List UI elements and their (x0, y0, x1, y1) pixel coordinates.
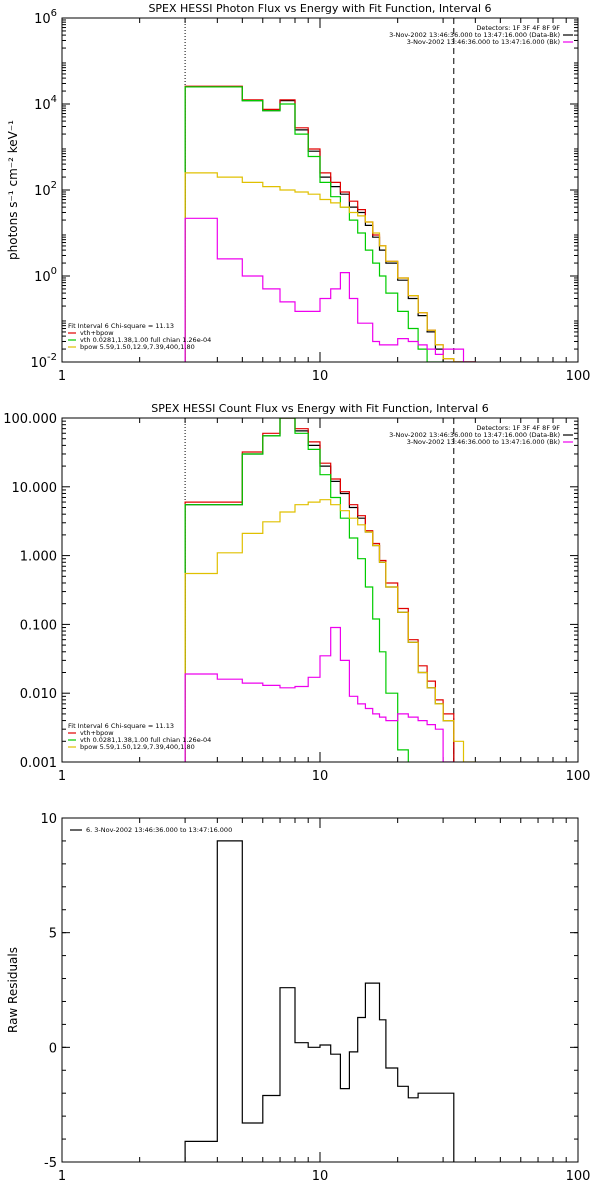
legend-entry: vth+bpow (80, 329, 114, 337)
x-tick-label: 1 (58, 769, 66, 784)
series-group (184, 85, 476, 362)
plot-frame (61, 17, 579, 363)
x-tick-label: 100 (566, 769, 591, 784)
legend-entry: Fit Interval 6 Chi-square = 11.13 (68, 722, 174, 730)
series-group (184, 840, 455, 1162)
y-tick-label: 5 (49, 927, 57, 942)
x-tick-label: 10 (312, 769, 329, 784)
y-tick-label: 100 (34, 266, 57, 285)
info-line: 3-Nov-2002 13:46:36.000 to 13:47:16.000 … (389, 431, 560, 439)
x-tick-label: 10 (312, 1169, 329, 1184)
chart-title: SPEX HESSI Photon Flux vs Energy with Fi… (148, 2, 491, 15)
y-tick-label: 0.100 (20, 618, 57, 633)
y-tick-label: 10-2 (30, 352, 57, 371)
info-line: 3-Nov-2002 13:46:36.000 to 13:47:16.000 … (407, 38, 560, 46)
series-vth-line (184, 86, 444, 362)
legend-entry: vth+bpow (80, 729, 114, 737)
y-tick-label: 10.000 (12, 481, 58, 496)
legend-entry: vth 0.0281,1.38,1.00 full chian 1.26e-04 (80, 736, 211, 744)
x-tick-label: 100 (566, 369, 591, 384)
chart-title: SPEX HESSI Count Flux vs Energy with Fit… (151, 402, 488, 415)
series-data-line (184, 86, 476, 362)
plot-frame (61, 817, 579, 1163)
y-axis-label: Raw Residuals (6, 947, 20, 1033)
info-line: Detectors: 1F 3F 4F 8F 9F (476, 24, 560, 32)
y-tick-label: 104 (34, 94, 57, 113)
minor-ticks (62, 418, 578, 762)
legend-entry: bpow 5.59,1.50,12.9,7.39,400,1.80 (80, 743, 195, 751)
series-data-line (184, 840, 455, 1162)
panel-2: SPEX HESSI Count Flux vs Energy with Fit… (3, 402, 590, 784)
x-tick-label: 100 (566, 1169, 591, 1184)
y-tick-label: 106 (34, 8, 57, 27)
x-tick-label: 10 (312, 369, 329, 384)
series-bk-line (184, 217, 476, 362)
y-tick-label: 100.000 (3, 412, 57, 427)
y-tick-label: 0.010 (20, 687, 57, 702)
y-tick-label: 0 (49, 1041, 57, 1056)
series-total-line (184, 85, 476, 362)
y-tick-label: 0.001 (20, 756, 57, 771)
y-axis-label: photons s⁻¹ cm⁻² keV⁻¹ (6, 120, 20, 260)
panel-3: Raw Residuals 1 10 100 -5 0 5 10 6. 3-Nov-2002 1… (6, 812, 590, 1184)
series-bpow-line (184, 172, 476, 362)
series-group (184, 418, 476, 762)
minor-ticks (62, 817, 578, 1163)
panel-1: SPEX HESSI Photon Flux vs Energy with Fi… (6, 2, 590, 384)
minor-ticks (62, 18, 578, 362)
x-tick-label: 1 (58, 1169, 66, 1184)
x-tick-label: 1 (58, 369, 66, 384)
legend-entry: 6. 3-Nov-2002 13:46:36.000 to 13:47:16.0… (86, 826, 232, 834)
series-bpow-line (184, 499, 476, 762)
y-tick-label: 102 (34, 180, 57, 199)
legend-entry: vth 0.0281,1.38,1.00 full chian 1.26e-04 (80, 336, 211, 344)
legend-entry: Fit Interval 6 Chi-square = 11.13 (68, 322, 174, 330)
series-vth-line (184, 418, 409, 762)
info-line: 3-Nov-2002 13:46:36.000 to 13:47:16.000 … (407, 438, 560, 446)
info-line: 3-Nov-2002 13:46:36.000 to 13:47:16.000 … (389, 31, 560, 39)
legend-entry: bpow 5.59,1.50,12.9,7.39,400,1.80 (80, 343, 195, 351)
plot-frame (61, 417, 579, 763)
series-bk-line (184, 626, 455, 762)
info-line: Detectors: 1F 3F 4F 8F 9F (476, 424, 560, 432)
y-tick-label: 1.000 (20, 550, 57, 565)
y-tick-label: 10 (40, 812, 57, 827)
y-tick-label: -5 (44, 1156, 57, 1171)
